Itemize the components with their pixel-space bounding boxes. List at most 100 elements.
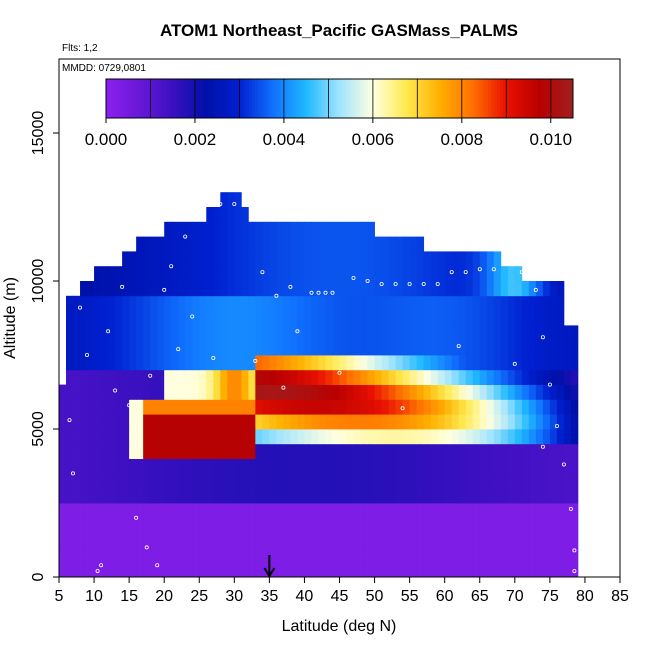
heatmap-cell bbox=[171, 281, 179, 297]
heatmap-cell bbox=[283, 414, 291, 430]
heatmap-cell bbox=[339, 266, 347, 282]
flight-track-point bbox=[533, 287, 538, 292]
heatmap-cell bbox=[423, 355, 432, 371]
heatmap-cell bbox=[507, 517, 516, 533]
heatmap-cell bbox=[444, 295, 453, 311]
heatmap-cell bbox=[178, 384, 186, 400]
heatmap-cell bbox=[248, 281, 256, 297]
heatmap-cell bbox=[241, 251, 249, 267]
flight-track-point bbox=[295, 329, 300, 334]
heatmap-cell bbox=[563, 355, 572, 371]
heatmap-cell bbox=[402, 429, 411, 445]
heatmap-cell bbox=[346, 340, 354, 356]
heatmap-cell bbox=[255, 281, 263, 297]
heatmap-cell bbox=[458, 266, 467, 282]
heatmap-cell bbox=[115, 517, 123, 533]
heatmap-cell bbox=[206, 236, 214, 252]
heatmap-cell bbox=[395, 340, 404, 356]
heatmap-cell bbox=[325, 221, 333, 237]
colorbar-swatch bbox=[330, 79, 335, 118]
heatmap-cell bbox=[556, 369, 565, 385]
heatmap-cell bbox=[353, 562, 361, 578]
heatmap-cell bbox=[311, 221, 319, 237]
heatmap-cell bbox=[528, 473, 537, 489]
heatmap-cell bbox=[213, 458, 221, 474]
heatmap-cell bbox=[136, 488, 144, 504]
heatmap-cell bbox=[332, 429, 340, 445]
heatmap-cell bbox=[101, 473, 109, 489]
colorbar-swatch bbox=[467, 79, 472, 118]
flight-track-point bbox=[309, 290, 314, 295]
heatmap-cell bbox=[164, 532, 172, 548]
heatmap-cell bbox=[122, 281, 130, 297]
heatmap-cell bbox=[262, 414, 270, 430]
y-tick-label: 5000 bbox=[30, 411, 47, 447]
heatmap-cell bbox=[423, 503, 432, 519]
heatmap-cell bbox=[332, 221, 340, 237]
heatmap-cell bbox=[269, 281, 277, 297]
colorbar-swatch bbox=[514, 79, 519, 118]
heatmap-cell bbox=[514, 325, 523, 341]
heatmap-cell bbox=[283, 295, 291, 311]
heatmap-cell bbox=[206, 547, 214, 563]
heatmap-cell bbox=[94, 355, 102, 371]
heatmap-cell bbox=[150, 295, 158, 311]
heatmap-cell bbox=[59, 473, 67, 489]
colorbar-swatch bbox=[284, 79, 288, 118]
heatmap-cell bbox=[472, 325, 481, 341]
colorbar-swatch bbox=[225, 79, 230, 118]
colorbar-swatch bbox=[155, 79, 160, 118]
flight-track-point bbox=[316, 290, 321, 295]
heatmap-cell bbox=[395, 236, 404, 252]
heatmap-cell bbox=[388, 340, 396, 356]
heatmap-cell bbox=[367, 503, 375, 519]
heatmap-cell bbox=[458, 355, 467, 371]
heatmap-cell bbox=[325, 517, 333, 533]
heatmap-cell bbox=[297, 325, 305, 341]
heatmap-cell bbox=[178, 295, 186, 311]
heatmap-cell bbox=[269, 340, 277, 356]
colorbar-swatch bbox=[494, 79, 498, 118]
heatmap-cell bbox=[262, 429, 270, 445]
heatmap-cell bbox=[255, 325, 263, 341]
heatmap-cell bbox=[157, 458, 165, 474]
heatmap-cell bbox=[143, 369, 151, 385]
colorbar-swatch bbox=[135, 79, 139, 118]
heatmap-cell bbox=[374, 236, 382, 252]
colorbar-swatch bbox=[117, 79, 122, 118]
heatmap-cell bbox=[234, 414, 242, 430]
heatmap-cell bbox=[493, 399, 502, 415]
heatmap-cell bbox=[430, 517, 439, 533]
heatmap-cell bbox=[227, 340, 235, 356]
heatmap-cell bbox=[199, 532, 207, 548]
heatmap-cell bbox=[150, 369, 158, 385]
heatmap-cell bbox=[423, 310, 432, 326]
heatmap-cell bbox=[129, 517, 137, 533]
heatmap-cell bbox=[479, 458, 488, 474]
heatmap-cell bbox=[563, 384, 572, 400]
heatmap-cell bbox=[332, 517, 340, 533]
heatmap-cell bbox=[472, 488, 481, 504]
heatmap-cell bbox=[150, 266, 158, 282]
heatmap-cell bbox=[325, 473, 333, 489]
heatmap-cell bbox=[262, 547, 270, 563]
heatmap-cell bbox=[206, 384, 214, 400]
heatmap-cell bbox=[430, 340, 439, 356]
heatmap-cell bbox=[122, 429, 130, 445]
heatmap-cell bbox=[290, 473, 298, 489]
colorbar-swatch bbox=[412, 79, 416, 118]
heatmap-cell bbox=[185, 547, 193, 563]
heatmap-cell bbox=[430, 443, 439, 459]
heatmap-cell bbox=[276, 399, 284, 415]
heatmap-cell bbox=[122, 562, 130, 578]
heatmap-cell bbox=[325, 251, 333, 267]
heatmap-cell bbox=[493, 266, 502, 282]
heatmap-cell bbox=[367, 221, 375, 237]
heatmap-cell bbox=[395, 310, 404, 326]
heatmap-cell bbox=[437, 369, 446, 385]
heatmap-cell bbox=[395, 503, 404, 519]
heatmap-cell bbox=[570, 355, 579, 371]
heatmap-cell bbox=[451, 503, 460, 519]
heatmap-cell bbox=[437, 281, 446, 297]
heatmap-cell bbox=[353, 295, 361, 311]
